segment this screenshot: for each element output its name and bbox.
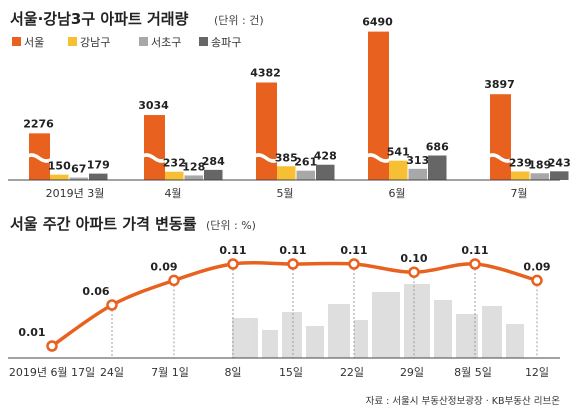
bar-tick-label-4: 7월 xyxy=(510,187,527,200)
bar-seoul-4 xyxy=(490,94,511,180)
bar-2-2 xyxy=(296,170,315,180)
point-6 xyxy=(408,266,420,278)
line-tick-label-7: 8월 5일 xyxy=(454,365,492,379)
bar-label-1-2: 385 xyxy=(275,151,298,164)
point-label-1: 0.06 xyxy=(82,285,109,298)
bar-1-3 xyxy=(389,160,408,180)
legend-swatch-3 xyxy=(199,37,208,46)
axis-break-3 xyxy=(362,153,394,163)
bar-label-2-0: 67 xyxy=(71,163,86,176)
bar-label-3-3: 686 xyxy=(426,141,449,154)
line-tick-label-3: 8일 xyxy=(224,365,241,379)
bar-tick-label-0: 2019년 3월 xyxy=(46,187,105,200)
line-x-ticks: 2019년 6월 17일 24일 7월 1일 8일 15일 22일 29일 8월 5일 12일 xyxy=(9,365,549,379)
source-note: 자료 : 서울시 부동산정보광장 · KB부동산 리브온 xyxy=(366,395,561,407)
point-0 xyxy=(46,340,58,352)
bar-label-1-3: 541 xyxy=(387,146,410,159)
point-8 xyxy=(531,274,543,287)
legend-label-0: 서울 xyxy=(24,36,44,49)
bar-seoul-3 xyxy=(368,31,389,180)
line-tick-label-5: 22일 xyxy=(340,365,364,379)
legend-label-3: 송파구 xyxy=(211,36,241,49)
bar-2-4 xyxy=(530,173,549,180)
bar-label-2-1: 128 xyxy=(182,160,205,173)
legend-label-2: 서초구 xyxy=(151,36,181,49)
bar-label-seoul-0: 2276 xyxy=(23,117,54,130)
bar-seoul-2 xyxy=(256,82,277,180)
bar-3-4 xyxy=(550,171,569,180)
legend-swatch-2 xyxy=(139,37,148,46)
bar-label-1-1: 232 xyxy=(163,157,186,170)
bar-2-1 xyxy=(184,175,203,180)
bar-3-2 xyxy=(316,164,335,180)
axis-break-4 xyxy=(484,153,516,163)
point-2 xyxy=(168,274,180,287)
line-chart-unit: (단위 : %) xyxy=(206,219,256,232)
bar-2-3 xyxy=(408,168,427,180)
bar-1-0 xyxy=(50,174,69,180)
point-label-0: 0.01 xyxy=(18,326,45,339)
legend-label-1: 강남구 xyxy=(80,36,110,49)
point-1 xyxy=(106,299,118,311)
bar-label-2-2: 261 xyxy=(294,156,317,169)
bar-label-seoul-1: 3034 xyxy=(138,99,169,112)
point-4 xyxy=(287,258,299,270)
point-5 xyxy=(348,258,360,270)
point-7 xyxy=(469,258,481,270)
legend: 서울 강남구 서초구 송파구 xyxy=(12,36,241,49)
line-tick-label-6: 29일 xyxy=(400,365,424,379)
bar-label-1-0: 150 xyxy=(48,160,71,173)
line-tick-label-4: 15일 xyxy=(279,365,303,379)
bar-seoul-1 xyxy=(144,115,165,180)
line-chart-title: 서울 주간 아파트 가격 변동률 xyxy=(10,215,197,233)
bar-1-4 xyxy=(511,171,530,180)
bar-2-0 xyxy=(69,177,88,180)
bar-label-seoul-4: 3897 xyxy=(484,78,515,91)
bar-label-2-3: 313 xyxy=(406,154,429,167)
line-tick-label-1: 24일 xyxy=(100,365,124,379)
bar-label-3-2: 428 xyxy=(314,150,337,163)
bar-tick-label-1: 4월 xyxy=(164,187,181,200)
bar-label-3-4: 243 xyxy=(548,156,570,169)
bar-chart-unit: (단위 : 건) xyxy=(214,14,264,27)
point-label-7: 0.11 xyxy=(461,244,488,257)
bar-1-2 xyxy=(277,166,296,180)
line-plot: 0.01 0.06 0.09 0.11 0.11 0.11 0.10 0.11 0.09 xyxy=(18,244,551,358)
bar-3-0 xyxy=(89,173,108,180)
point-label-8: 0.09 xyxy=(523,260,550,273)
line-tick-label-8: 12일 xyxy=(525,365,549,379)
bar-tick-label-2: 5월 xyxy=(276,187,293,200)
line-tick-label-2: 7월 1일 xyxy=(151,365,189,379)
axis-break-0 xyxy=(23,153,55,163)
bar-1-1 xyxy=(165,171,184,180)
point-label-4: 0.11 xyxy=(279,244,306,257)
axis-break-2 xyxy=(250,153,282,163)
legend-swatch-1 xyxy=(68,37,77,46)
point-label-2: 0.09 xyxy=(150,260,177,273)
bar-3-3 xyxy=(428,155,447,180)
point-label-3: 0.11 xyxy=(219,244,246,257)
bar-3-1 xyxy=(204,169,223,180)
bar-label-seoul-2: 4382 xyxy=(250,66,281,79)
bar-label-3-0: 179 xyxy=(87,159,110,172)
axis-break-1 xyxy=(138,153,170,163)
bar-x-ticks: 2019년 3월 4월 5월 6월 7월 xyxy=(46,187,528,200)
bar-label-1-4: 239 xyxy=(509,156,532,169)
bar-tick-label-3: 6월 xyxy=(388,187,405,200)
line-tick-label-0: 2019년 6월 17일 xyxy=(9,365,95,379)
point-label-6: 0.10 xyxy=(400,252,427,265)
bar-label-2-4: 189 xyxy=(528,158,551,171)
bar-label-3-1: 284 xyxy=(202,155,225,168)
skyline-illustration xyxy=(232,284,524,358)
bar-label-seoul-3: 6490 xyxy=(362,16,393,29)
point-label-5: 0.11 xyxy=(340,244,367,257)
legend-swatch-0 xyxy=(12,37,21,46)
bar-chart-title: 서울·강남3구 아파트 거래량 xyxy=(10,10,189,28)
point-3 xyxy=(227,258,239,270)
